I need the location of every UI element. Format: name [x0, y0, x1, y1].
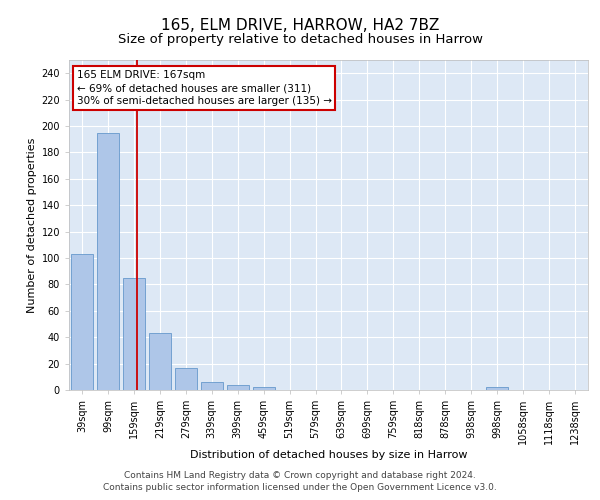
Bar — [175, 368, 197, 390]
Y-axis label: Number of detached properties: Number of detached properties — [27, 138, 37, 312]
Text: Size of property relative to detached houses in Harrow: Size of property relative to detached ho… — [118, 32, 482, 46]
Bar — [253, 388, 275, 390]
Text: Contains HM Land Registry data © Crown copyright and database right 2024.
Contai: Contains HM Land Registry data © Crown c… — [103, 471, 497, 492]
Bar — [123, 278, 145, 390]
X-axis label: Distribution of detached houses by size in Harrow: Distribution of detached houses by size … — [190, 450, 467, 460]
Text: 165 ELM DRIVE: 167sqm
← 69% of detached houses are smaller (311)
30% of semi-det: 165 ELM DRIVE: 167sqm ← 69% of detached … — [77, 70, 332, 106]
Bar — [227, 384, 249, 390]
Bar — [71, 254, 93, 390]
Bar — [97, 132, 119, 390]
Bar — [149, 333, 171, 390]
Bar — [200, 382, 223, 390]
Text: 165, ELM DRIVE, HARROW, HA2 7BZ: 165, ELM DRIVE, HARROW, HA2 7BZ — [161, 18, 439, 32]
Bar — [486, 388, 508, 390]
